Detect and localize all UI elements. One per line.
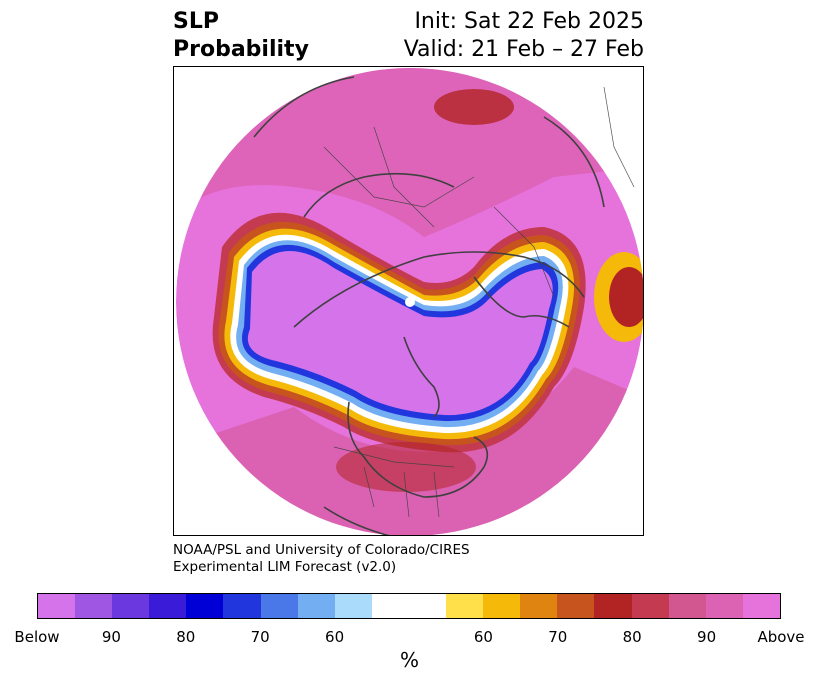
plot-title-right: Init: Sat 22 Feb 2025 Valid: 21 Feb – 27… (404, 8, 644, 64)
colorbar-segment (371, 594, 447, 618)
colorbar-tick-label: 80 (176, 628, 196, 646)
colorbar-segment (186, 594, 224, 618)
colorbar-segment (112, 594, 150, 618)
colorbar-segment (668, 594, 706, 618)
colorbar-segment (446, 594, 484, 618)
colorbar-segment (223, 594, 261, 618)
colorbar-segment (260, 594, 298, 618)
plot-title-left: SLP Probability (173, 8, 309, 64)
colorbar-tick-label: 80 (622, 628, 642, 646)
title-metric: Probability (173, 37, 309, 62)
polar-map (176, 68, 643, 535)
colorbar-tick-label: 60 (325, 628, 345, 646)
colorbar-segment (297, 594, 335, 618)
credit-text: NOAA/PSL and University of Colorado/CIRE… (173, 542, 470, 576)
below-core (247, 250, 553, 416)
colorbar-segment (742, 594, 780, 618)
colorbar-tick-label: 70 (250, 628, 270, 646)
init-date: Init: Sat 22 Feb 2025 (414, 9, 644, 34)
colorbar-segment (334, 594, 372, 618)
credit-model: Experimental LIM Forecast (v2.0) (173, 559, 397, 575)
colorbar-segment (38, 594, 76, 618)
colorbar-tick-label: Above (757, 628, 805, 646)
colorbar-segment (149, 594, 187, 618)
colorbar-tick-label: 60 (473, 628, 493, 646)
colorbar-segment (594, 594, 632, 618)
colorbar-tick-label: Below (14, 628, 60, 646)
colorbar-tick-label: 90 (697, 628, 717, 646)
borders (323, 86, 635, 518)
map-frame (173, 66, 644, 536)
coastlines (253, 76, 605, 535)
valid-range: Valid: 21 Feb – 27 Feb (403, 37, 644, 62)
colorbar-segment (705, 594, 743, 618)
colorbar-tick-label: 90 (101, 628, 121, 646)
colorbar-segment (75, 594, 113, 618)
colorbar-ticks: Below 90 80 70 60 60 70 80 90 Above (0, 628, 819, 648)
credit-org: NOAA/PSL and University of Colorado/CIRE… (173, 542, 470, 558)
probability-field (176, 68, 643, 535)
colorbar (37, 593, 781, 619)
colorbar-unit: % (399, 648, 419, 672)
colorbar-segment (631, 594, 669, 618)
title-variable: SLP (173, 9, 219, 34)
colorbar-segment (557, 594, 595, 618)
colorbar-tick-label: 70 (548, 628, 568, 646)
colorbar-segment (520, 594, 558, 618)
colorbar-segment (483, 594, 521, 618)
